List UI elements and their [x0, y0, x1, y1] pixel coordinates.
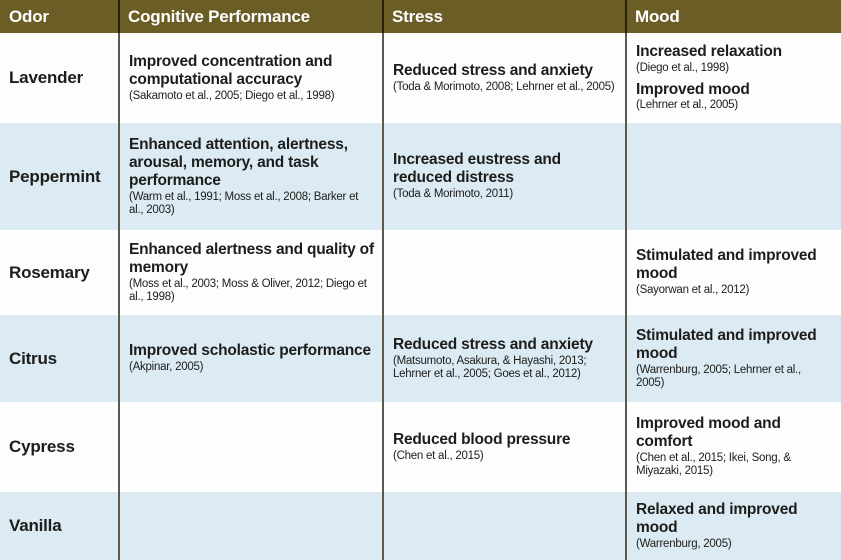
- odor-label: Vanilla: [9, 516, 62, 535]
- mood-cell: Improved mood and comfort (Chen et al., 2…: [626, 405, 841, 489]
- stress-cell: Increased eustress and reduced distress(…: [383, 123, 626, 230]
- effect-entry: Improved concentration and computational…: [129, 53, 375, 103]
- finding-text: Improved mood: [636, 80, 750, 98]
- effect-entry: Increased relaxation (Diego et al., 1998): [636, 43, 824, 75]
- mood-cell: Relaxed and improved mood (Warrenburg, 20…: [626, 492, 841, 560]
- table-row-rosemary: Rosemary Enhanced alertness and quality o…: [0, 233, 841, 315]
- stress-cell: [383, 492, 626, 560]
- table-row-citrus: Citrus Improved scholastic performance (Ak…: [0, 315, 841, 405]
- citation-text: (Moss et al., 2003; Moss & Oliver, 2012;…: [129, 277, 367, 303]
- cognitive-cell: Enhanced alertness and quality of memory…: [119, 233, 383, 312]
- column-header-stress: Stress: [392, 6, 443, 26]
- table-row-peppermint: Peppermint Enhanced attention, alertness,…: [0, 123, 841, 233]
- table-row-lavender: Lavender Improved concentration and compu…: [0, 36, 841, 123]
- cognitive-cell: [119, 405, 383, 489]
- effect-entry: Reduced stress and anxiety (Toda & Morimo…: [393, 62, 618, 94]
- stress-cell: Reduced stress and anxiety (Matsumoto, As…: [383, 315, 626, 402]
- finding-text: Improved scholastic performance: [129, 342, 371, 360]
- effect-entry: Enhanced alertness and quality of memory…: [129, 241, 375, 304]
- finding-text: Reduced stress and anxiety: [393, 61, 593, 79]
- finding-text: Enhanced attention, alertness, arousal, …: [129, 135, 348, 189]
- odor-label: Lavender: [9, 68, 83, 87]
- mood-cell: Increased relaxation (Diego et al., 1998)…: [626, 36, 841, 120]
- effect-entry: Reduced blood pressure (Chen et al., 2015…: [393, 431, 618, 463]
- odor-label: Cypress: [9, 437, 75, 456]
- citation-text: (Diego et al., 1998): [636, 62, 729, 75]
- citation-text: (Warrenburg, 2005): [636, 537, 732, 550]
- finding-text: Stimulated and improved mood: [636, 247, 817, 283]
- column-divider: [118, 0, 120, 560]
- cognitive-cell: Improved scholastic performance (Akpinar,…: [119, 315, 383, 402]
- effect-entry: Improved mood and comfort (Chen et al., 2…: [636, 415, 824, 478]
- effect-entry: Relaxed and improved mood (Warrenburg, 20…: [636, 501, 824, 551]
- column-header-mood: Mood: [635, 6, 680, 26]
- citation-text: (Chen et al., 2015): [393, 449, 484, 462]
- citation-text: (Toda & Morimoto, 2011): [393, 188, 513, 201]
- cognitive-cell: Enhanced attention, alertness, arousal, …: [119, 123, 383, 230]
- citation-text: (Chen et al., 2015; Ikei, Song, & Miyaza…: [636, 452, 791, 478]
- table-row-vanilla: Vanilla Relaxed and improved mood (Warrenb…: [0, 492, 841, 560]
- stress-cell: Reduced blood pressure (Chen et al., 2015…: [383, 405, 626, 489]
- effect-entry: Improved mood (Lehrner et al., 2005): [636, 81, 824, 113]
- mood-cell: Stimulated and improved mood (Sayorwan et…: [626, 233, 841, 312]
- stress-cell: [383, 233, 626, 312]
- table-header-row: Odor Cognitive Performance Stress Mood: [0, 0, 841, 36]
- finding-text: Enhanced alertness and quality of memory: [129, 240, 374, 276]
- finding-text: Relaxed and improved mood: [636, 500, 798, 536]
- effect-entry: Stimulated and improved mood (Warrenburg,…: [636, 327, 824, 390]
- citation-text: (Sayorwan et al., 2012): [636, 284, 750, 297]
- table-body: Lavender Improved concentration and compu…: [0, 36, 841, 560]
- stress-cell: Reduced stress and anxiety (Toda & Morimo…: [383, 36, 626, 120]
- column-header-cognitive-performance: Cognitive Performance: [128, 6, 310, 26]
- column-divider: [625, 0, 627, 560]
- citation-text: (Warrenburg, 2005; Lehrner et al., 2005): [636, 363, 801, 389]
- finding-text: Improved concentration and computational…: [129, 52, 333, 88]
- effect-entry: Stimulated and improved mood (Sayorwan et…: [636, 247, 824, 297]
- citation-text: (Sakamoto et al., 2005; Diego et al., 19…: [129, 89, 335, 102]
- effect-entry: Improved scholastic performance (Akpinar,…: [129, 342, 375, 374]
- citation-text: (Lehrner et al., 2005): [636, 99, 738, 112]
- effect-entry: Enhanced attention, alertness, arousal, …: [129, 136, 375, 217]
- column-divider: [382, 0, 384, 560]
- effect-entry: Reduced stress and anxiety (Matsumoto, As…: [393, 336, 618, 381]
- cognitive-cell: [119, 492, 383, 560]
- odor-label: Citrus: [9, 348, 57, 368]
- cognitive-cell: Improved concentration and computational…: [119, 36, 383, 120]
- column-header-odor: Odor: [9, 6, 49, 26]
- odor-label: Rosemary: [9, 262, 90, 282]
- finding-text: Stimulated and improved mood: [636, 326, 817, 362]
- finding-text: Increased relaxation: [636, 43, 782, 61]
- finding-text: Reduced blood pressure: [393, 430, 571, 448]
- finding-text: Increased eustress and reduced distress: [393, 151, 561, 187]
- citation-text: (Warm et al., 1991; Moss et al., 2008; B…: [129, 190, 359, 216]
- finding-text: Reduced stress and anxiety: [393, 335, 593, 353]
- citation-text: (Matsumoto, Asakura, & Hayashi, 2013; Le…: [393, 354, 587, 380]
- table-row-cypress: Cypress Reduced blood pressure (Chen et al…: [0, 405, 841, 492]
- finding-text: Improved mood and comfort: [636, 415, 781, 451]
- citation-text: (Akpinar, 2005): [129, 361, 204, 374]
- citation-text: (Toda & Morimoto, 2008; Lehrner et al., …: [393, 80, 615, 93]
- effect-entry: Increased eustress and reduced distress(…: [393, 151, 618, 201]
- mood-cell: Stimulated and improved mood (Warrenburg,…: [626, 315, 841, 402]
- mood-cell: [626, 123, 841, 230]
- odor-label: Peppermint: [9, 166, 101, 186]
